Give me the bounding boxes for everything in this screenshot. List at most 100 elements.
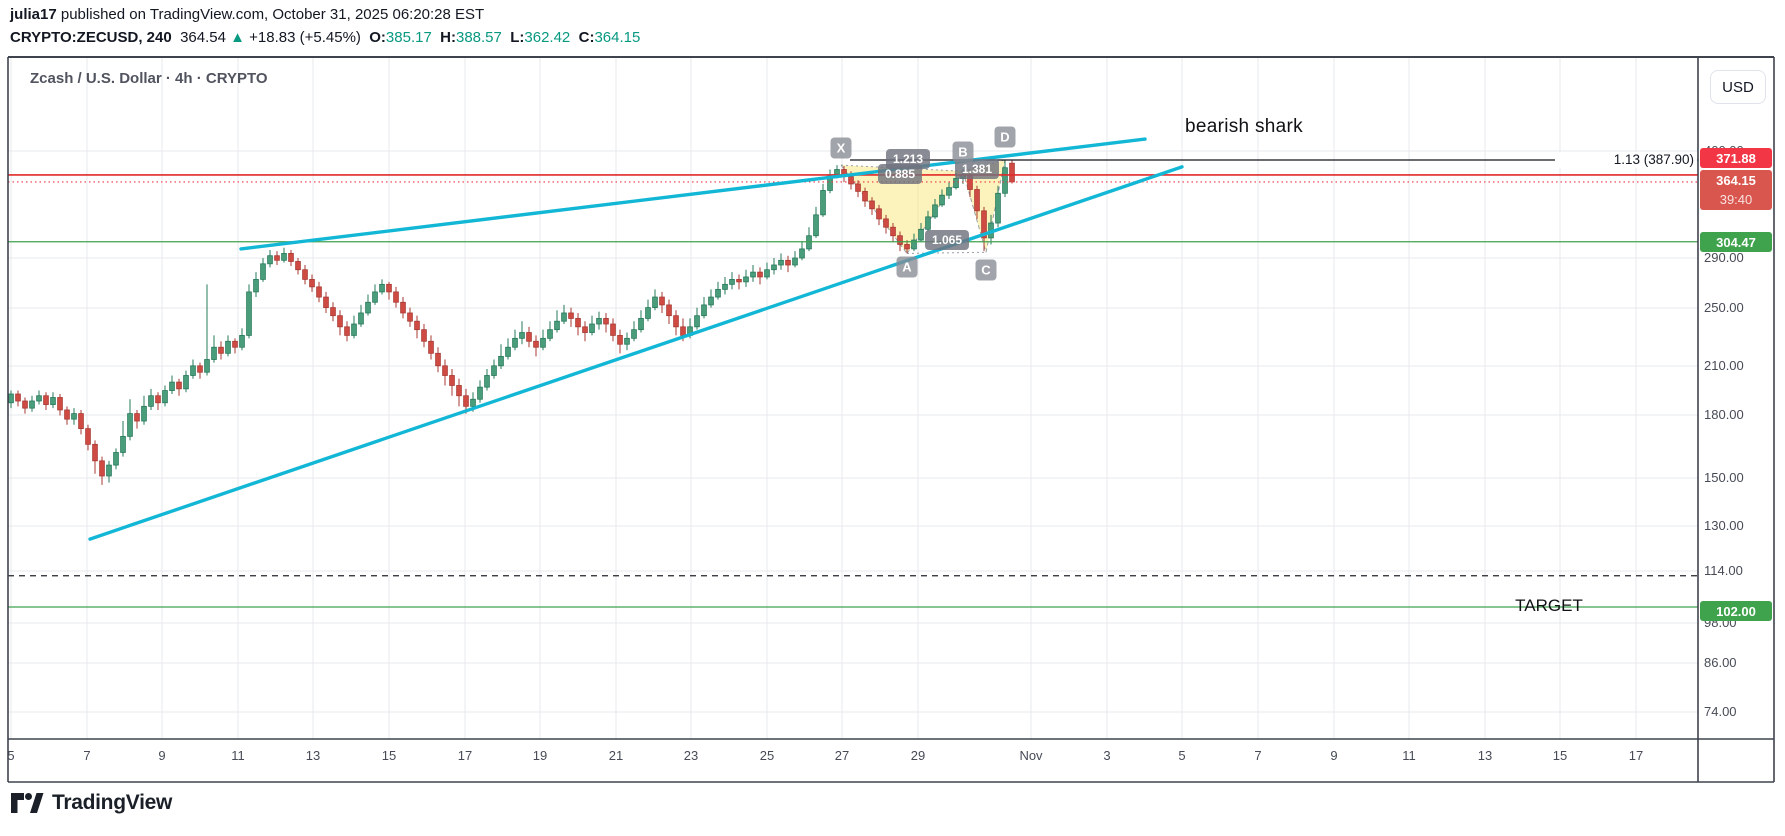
candle-body xyxy=(162,390,168,404)
time-tick-label[interactable]: 7 xyxy=(83,748,91,763)
candle-body xyxy=(309,279,315,288)
candle-body xyxy=(855,183,861,192)
candle-body xyxy=(764,269,770,278)
candle-body xyxy=(169,381,175,391)
time-tick-label[interactable]: 3 xyxy=(1103,748,1111,763)
candle-body xyxy=(757,271,763,278)
candle-body xyxy=(8,393,14,404)
time-tick-label[interactable]: 15 xyxy=(1552,748,1568,763)
time-tick-label[interactable]: 19 xyxy=(532,748,548,763)
price-badge-364.15: 364.15 39:40 xyxy=(1700,170,1772,210)
candle-body xyxy=(890,226,896,237)
time-tick-label[interactable]: 9 xyxy=(1330,748,1338,763)
candle-body xyxy=(85,428,91,445)
pattern-point-A[interactable]: A xyxy=(896,256,918,278)
price-change: +18.83 (+5.45%) xyxy=(249,29,361,46)
candle-body xyxy=(904,244,910,250)
time-tick-label[interactable]: 29 xyxy=(910,748,926,763)
time-tick-label[interactable]: 11 xyxy=(231,748,245,763)
candle-body xyxy=(183,375,189,390)
candle-body xyxy=(666,304,672,317)
pattern-point-X[interactable]: X xyxy=(830,137,852,159)
candle-body xyxy=(911,239,917,250)
time-tick-label[interactable]: 23 xyxy=(683,748,699,763)
price-badge-value: 304.47 xyxy=(1716,234,1756,250)
candle-body xyxy=(729,279,735,285)
candle-body xyxy=(561,312,567,322)
candle-body xyxy=(337,315,343,328)
time-tick-label[interactable]: 15 xyxy=(381,748,397,763)
time-tick-label[interactable]: 17 xyxy=(1628,748,1644,763)
time-tick-label[interactable]: 11 xyxy=(1402,748,1416,763)
pattern-point-B[interactable]: B xyxy=(952,141,974,163)
candle-body xyxy=(400,301,406,314)
open-label: O: xyxy=(369,29,386,46)
candle-body xyxy=(547,329,553,339)
candle-body xyxy=(981,210,987,239)
time-tick-label[interactable]: Nov xyxy=(1019,748,1043,763)
price-tick-label: 210.00 xyxy=(1704,358,1744,373)
publish-info: published on TradingView.com, October 31… xyxy=(56,6,485,23)
time-tick-label[interactable]: 7 xyxy=(1254,748,1262,763)
candle-body xyxy=(470,398,476,407)
open-value: 385.17 xyxy=(385,29,432,46)
candle-body xyxy=(323,296,329,308)
price-tick-label: 290.00 xyxy=(1704,250,1744,265)
time-tick-label[interactable]: 9 xyxy=(158,748,166,763)
pattern-point-C[interactable]: C xyxy=(975,259,997,281)
shark-pattern-leg[interactable] xyxy=(962,171,987,253)
tradingview-logo[interactable]: TradingView xyxy=(10,791,172,815)
time-tick-label[interactable]: 5 xyxy=(7,748,15,763)
symbol-name[interactable]: CRYPTO:ZECUSD, 240 xyxy=(10,29,172,46)
high-label: H: xyxy=(440,29,456,46)
candle-body xyxy=(694,315,700,328)
candle-body xyxy=(589,323,595,333)
shark-pattern-fill-xab[interactable] xyxy=(841,165,963,254)
price-tick-label: 150.00 xyxy=(1704,470,1744,485)
publish-line: julia17 published on TradingView.com, Oc… xyxy=(10,6,484,23)
candle-body xyxy=(225,340,231,354)
candle-body xyxy=(813,214,819,237)
candle-body xyxy=(428,340,434,354)
pattern-annotation-text[interactable]: bearish shark xyxy=(1185,116,1303,137)
target-annotation-text[interactable]: TARGET xyxy=(1515,596,1583,615)
shark-pattern-leg[interactable] xyxy=(840,164,908,254)
time-tick-label[interactable]: 25 xyxy=(759,748,775,763)
candle-body xyxy=(288,253,294,262)
candle-body xyxy=(645,307,651,319)
candle-body xyxy=(701,304,707,317)
candle-body xyxy=(505,346,511,357)
pattern-ratio-label: 1.381 xyxy=(954,159,1000,179)
candle-body xyxy=(883,218,889,228)
candle-body xyxy=(596,318,602,325)
candle-body xyxy=(617,335,623,345)
fib-extension-label[interactable]: 1.13 (387.90) xyxy=(1555,152,1697,168)
currency-toggle-button[interactable]: USD xyxy=(1710,70,1766,104)
time-tick-label[interactable]: 21 xyxy=(608,748,624,763)
candle-body xyxy=(330,307,336,317)
candle-body xyxy=(526,332,532,342)
trendline-lower[interactable] xyxy=(88,165,1184,541)
candle-body xyxy=(211,346,217,360)
price-tick-label: 114.00 xyxy=(1704,563,1743,578)
shark-pattern-fill-bcd[interactable] xyxy=(963,159,1005,253)
time-tick-label[interactable]: 17 xyxy=(457,748,473,763)
candle-body xyxy=(393,291,399,303)
last-price: 364.54 xyxy=(180,29,226,46)
chart-legend[interactable]: Zcash / U.S. Dollar · 4h · CRYPTO xyxy=(30,70,268,87)
time-tick-label[interactable]: 5 xyxy=(1178,748,1186,763)
candle-body xyxy=(386,283,392,293)
time-tick-label[interactable]: 13 xyxy=(305,748,321,763)
candle-body xyxy=(92,443,98,462)
candle-body xyxy=(78,413,84,430)
candle-body xyxy=(736,279,742,283)
price-tick-label: 74.00 xyxy=(1704,704,1737,719)
tradingview-logo-text: TradingView xyxy=(52,791,173,814)
trendline-upper[interactable] xyxy=(239,137,1147,251)
candle-body xyxy=(862,190,868,202)
pattern-point-D[interactable]: D xyxy=(994,126,1016,148)
time-tick-label[interactable]: 27 xyxy=(834,748,850,763)
time-tick-label[interactable]: 13 xyxy=(1477,748,1493,763)
candle-body xyxy=(925,216,931,230)
